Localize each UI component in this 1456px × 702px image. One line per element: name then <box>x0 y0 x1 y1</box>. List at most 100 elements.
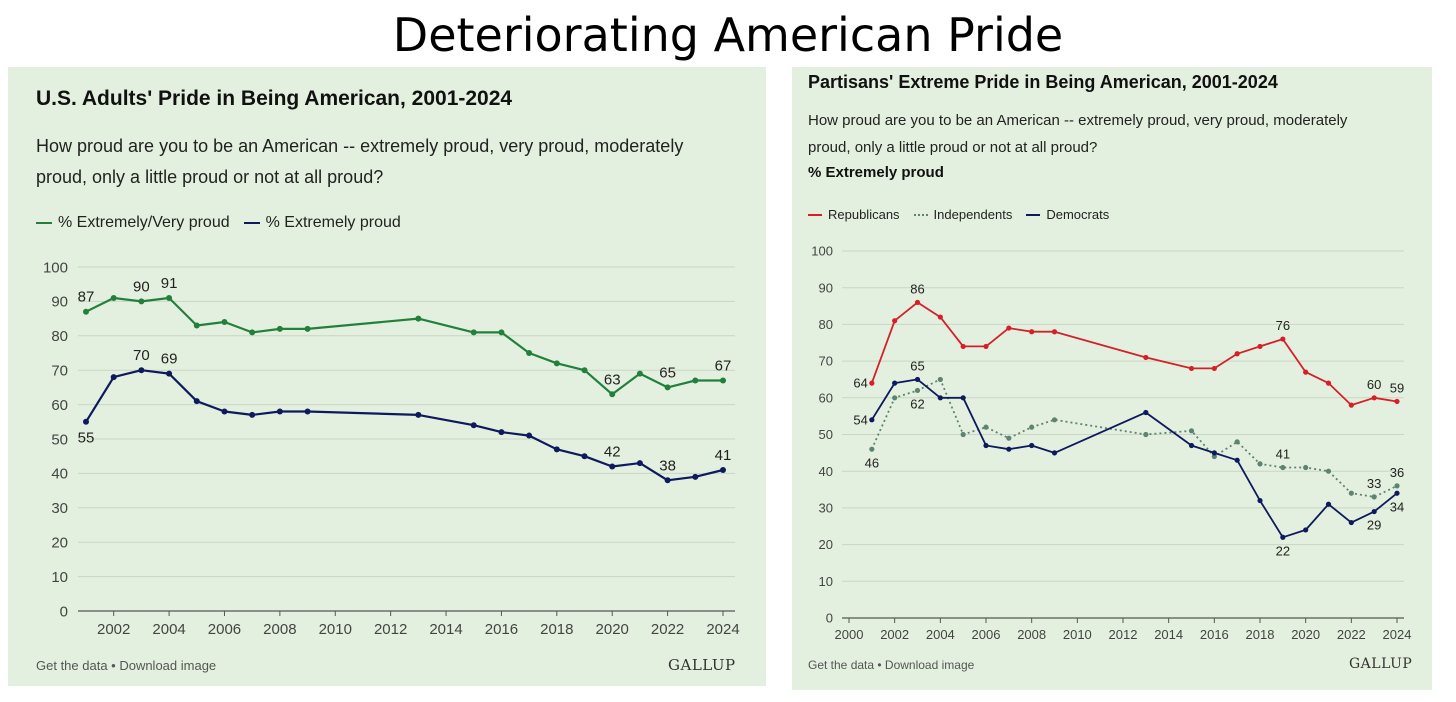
series-line <box>85 296 723 396</box>
data-point <box>304 325 311 332</box>
left-chart-subtitle: How proud are you to be an American -- e… <box>36 131 683 193</box>
right-subtitle-line2: proud, only a little proud or not at all… <box>808 139 1098 156</box>
data-point <box>166 370 173 377</box>
data-label: 46 <box>865 455 879 470</box>
legend-item-independents[interactable]: Independents <box>913 207 1012 222</box>
data-point <box>1348 490 1354 496</box>
data-point <box>221 319 228 326</box>
data-label: 76 <box>1276 318 1290 333</box>
data-label: 86 <box>910 281 924 296</box>
right-chart-subtitle: How proud are you to be an American -- e… <box>808 107 1347 161</box>
data-point <box>1029 424 1035 430</box>
right-footer-links[interactable]: Get the data • Download image <box>808 658 975 672</box>
data-label: 67 <box>715 358 732 375</box>
data-point <box>664 384 671 391</box>
data-point <box>1394 490 1400 496</box>
series-line <box>870 378 1398 498</box>
data-point <box>1211 453 1217 460</box>
legend-item-republicans[interactable]: Republicans <box>808 207 900 222</box>
data-point <box>553 360 560 367</box>
x-tick-label: 2022 <box>651 621 684 638</box>
data-label: 22 <box>1276 543 1290 558</box>
data-point <box>960 431 966 438</box>
series-line <box>85 369 724 482</box>
right-chart-panel: Partisans' Extreme Pride in Being Americ… <box>792 67 1432 690</box>
data-point <box>1211 450 1217 456</box>
data-label: 54 <box>853 412 867 427</box>
data-point <box>470 422 477 429</box>
x-tick-label: 2024 <box>1383 627 1412 642</box>
data-point <box>960 343 966 350</box>
data-label: 70 <box>133 347 150 364</box>
data-point <box>221 408 228 415</box>
data-label: 34 <box>1390 499 1404 514</box>
data-point <box>892 380 898 386</box>
x-tick-label: 2012 <box>1109 627 1138 642</box>
y-tick-label: 20 <box>819 537 833 552</box>
data-point <box>983 343 989 350</box>
data-point <box>720 466 726 473</box>
series-republicans: 64 86 76 60 59 <box>853 281 1404 408</box>
data-point <box>1029 329 1035 335</box>
left-subtitle-line1: How proud are you to be an American -- e… <box>36 136 684 156</box>
series-democrats: 54 65 22 29 34 <box>853 358 1404 558</box>
data-label: 60 <box>1367 377 1381 392</box>
data-point <box>553 446 560 453</box>
data-point <box>276 325 283 332</box>
data-point <box>1006 446 1012 452</box>
y-tick-label: 0 <box>60 603 68 620</box>
data-point <box>692 377 699 384</box>
gallup-logo: GALLUP <box>668 656 736 674</box>
data-point <box>138 298 145 305</box>
y-tick-label: 100 <box>43 259 68 276</box>
legend-swatch-red <box>808 213 822 216</box>
data-point <box>166 294 173 301</box>
legend-item-extremely[interactable]: % Extremely proud <box>243 214 401 232</box>
data-point <box>249 411 256 418</box>
data-point <box>1371 494 1377 500</box>
x-tick-label: 2024 <box>706 621 739 638</box>
data-point <box>581 453 588 460</box>
legend-item-democrats[interactable]: Democrats <box>1026 207 1109 222</box>
data-point <box>1303 527 1309 533</box>
x-tick-label: 2004 <box>926 627 955 642</box>
left-footer-links[interactable]: Get the data • Download image <box>36 658 217 673</box>
legend-label: % Extremely/Very proud <box>58 214 230 231</box>
data-point <box>83 308 89 315</box>
data-point <box>869 446 875 452</box>
x-tick-label: 2010 <box>1063 627 1092 642</box>
data-label: 63 <box>604 371 621 388</box>
data-point <box>1394 398 1400 405</box>
data-point <box>415 315 422 322</box>
data-point <box>498 329 505 336</box>
x-tick-label: 2004 <box>152 621 185 638</box>
data-point <box>1280 336 1286 342</box>
data-point <box>1371 508 1377 515</box>
legend-label: Republicans <box>828 207 900 222</box>
y-tick-label: 0 <box>826 611 833 626</box>
data-point <box>83 418 89 425</box>
legend-item-extremely-very[interactable]: % Extremely/Very proud <box>36 214 230 232</box>
x-tick-label: 2020 <box>596 621 629 638</box>
data-point <box>636 460 643 467</box>
data-point <box>581 367 588 374</box>
data-point <box>1348 402 1354 408</box>
y-tick-label: 90 <box>51 294 68 311</box>
x-tick-label: 2008 <box>263 621 296 638</box>
data-point <box>1143 431 1149 438</box>
data-label: 41 <box>715 447 732 464</box>
gallup-logo: GALLUP <box>1349 656 1413 672</box>
x-tick-label: 2022 <box>1337 627 1366 642</box>
data-point <box>914 376 921 383</box>
data-point <box>1280 464 1286 471</box>
right-ylabel: % Extremely proud <box>808 164 944 181</box>
x-tick-label: 2018 <box>1246 627 1275 642</box>
x-tick-label: 2016 <box>485 621 518 638</box>
legend-swatch-navy <box>243 222 260 224</box>
y-tick-label: 30 <box>51 500 68 517</box>
x-tick-label: 2014 <box>429 621 462 638</box>
data-point <box>1143 409 1149 416</box>
data-point <box>960 395 966 401</box>
grid-lines <box>78 266 735 612</box>
data-point <box>914 299 921 305</box>
